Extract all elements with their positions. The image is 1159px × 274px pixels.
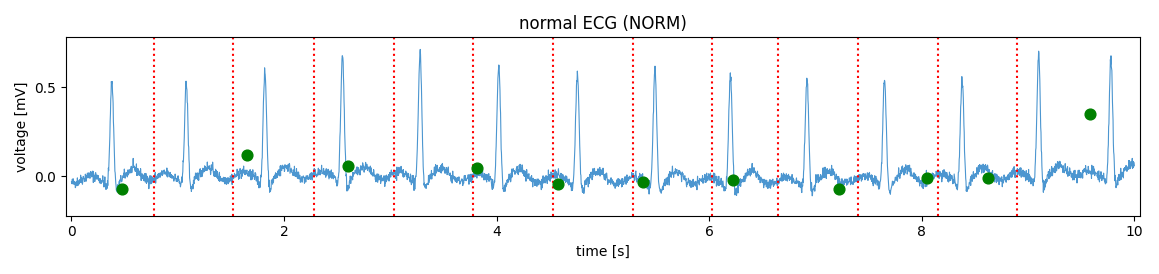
Title: normal ECG (NORM): normal ECG (NORM) — [519, 15, 687, 33]
Point — [1080, 112, 1099, 116]
Point — [338, 164, 357, 168]
Point — [468, 165, 487, 170]
X-axis label: time [s]: time [s] — [576, 245, 629, 259]
Point — [549, 181, 568, 186]
Point — [238, 153, 256, 157]
Point — [918, 176, 936, 181]
Y-axis label: voltage [mV]: voltage [mV] — [15, 81, 29, 172]
Point — [978, 176, 997, 181]
Point — [723, 178, 742, 182]
Point — [114, 187, 132, 191]
Point — [634, 180, 653, 184]
Point — [830, 187, 848, 191]
